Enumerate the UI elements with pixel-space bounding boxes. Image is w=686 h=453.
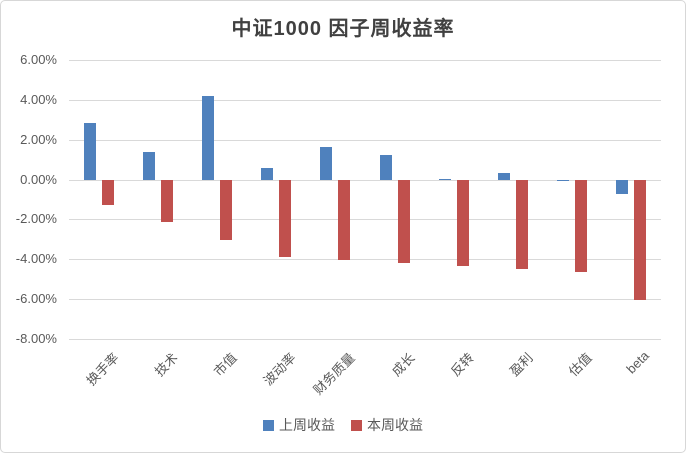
bar-last-week-0 <box>84 123 96 180</box>
y-axis-label: 4.00% <box>20 92 57 107</box>
gridline <box>69 140 661 141</box>
chart-legend: 上周收益 本周收益 <box>1 415 685 435</box>
bar-this-week-9 <box>634 180 646 300</box>
x-axis-label: 换手率 <box>83 350 122 389</box>
gridline <box>69 219 661 220</box>
gridline <box>69 100 661 101</box>
legend-label-this-week: 本周收益 <box>367 417 423 433</box>
bar-last-week-4 <box>320 147 332 180</box>
legend-label-last-week: 上周收益 <box>279 417 335 433</box>
legend-item-this-week: 本周收益 <box>351 415 423 435</box>
bar-last-week-8 <box>557 180 569 181</box>
y-axis-label: -6.00% <box>15 291 57 306</box>
bar-last-week-1 <box>143 152 155 180</box>
x-axis-label: 反转 <box>447 350 477 380</box>
x-axis-label: 技术 <box>151 350 181 380</box>
bar-last-week-3 <box>261 168 273 180</box>
bar-this-week-5 <box>398 180 410 263</box>
bar-last-week-5 <box>380 155 392 180</box>
x-axis-label: 波动率 <box>260 350 299 389</box>
bar-this-week-8 <box>575 180 587 272</box>
chart-title: 中证1000 因子周收益率 <box>231 18 455 40</box>
y-axis-label: 6.00% <box>20 52 57 67</box>
bar-this-week-3 <box>279 180 291 257</box>
x-axis-label: 成长 <box>388 350 418 380</box>
gridline <box>69 339 661 340</box>
y-axis-label: -4.00% <box>15 251 57 266</box>
y-axis-label: 2.00% <box>20 132 57 147</box>
bar-last-week-6 <box>439 179 451 180</box>
bar-this-week-7 <box>516 180 528 269</box>
x-axis-label: 估值 <box>565 350 595 380</box>
legend-swatch-this-week <box>351 419 362 431</box>
bar-this-week-0 <box>102 180 114 205</box>
gridline <box>69 60 661 61</box>
legend-item-last-week: 上周收益 <box>263 415 335 435</box>
gridline <box>69 299 661 300</box>
gridline <box>69 180 661 181</box>
gridline <box>69 259 661 260</box>
bar-last-week-9 <box>616 180 628 194</box>
y-axis-label: -2.00% <box>15 211 57 226</box>
legend-swatch-last-week <box>263 419 274 431</box>
bar-this-week-2 <box>220 180 232 240</box>
bar-this-week-6 <box>457 180 469 266</box>
x-axis-label: beta <box>623 348 652 377</box>
bar-this-week-4 <box>338 180 350 260</box>
x-axis-label: 财务质量 <box>310 350 358 398</box>
x-axis-label: 盈利 <box>506 350 536 380</box>
y-axis-label: -8.00% <box>15 331 57 346</box>
bar-last-week-7 <box>498 173 510 180</box>
bar-this-week-1 <box>161 180 173 222</box>
bar-last-week-2 <box>202 96 214 180</box>
x-axis-label: 市值 <box>210 350 240 380</box>
y-axis-label: 0.00% <box>20 172 57 187</box>
